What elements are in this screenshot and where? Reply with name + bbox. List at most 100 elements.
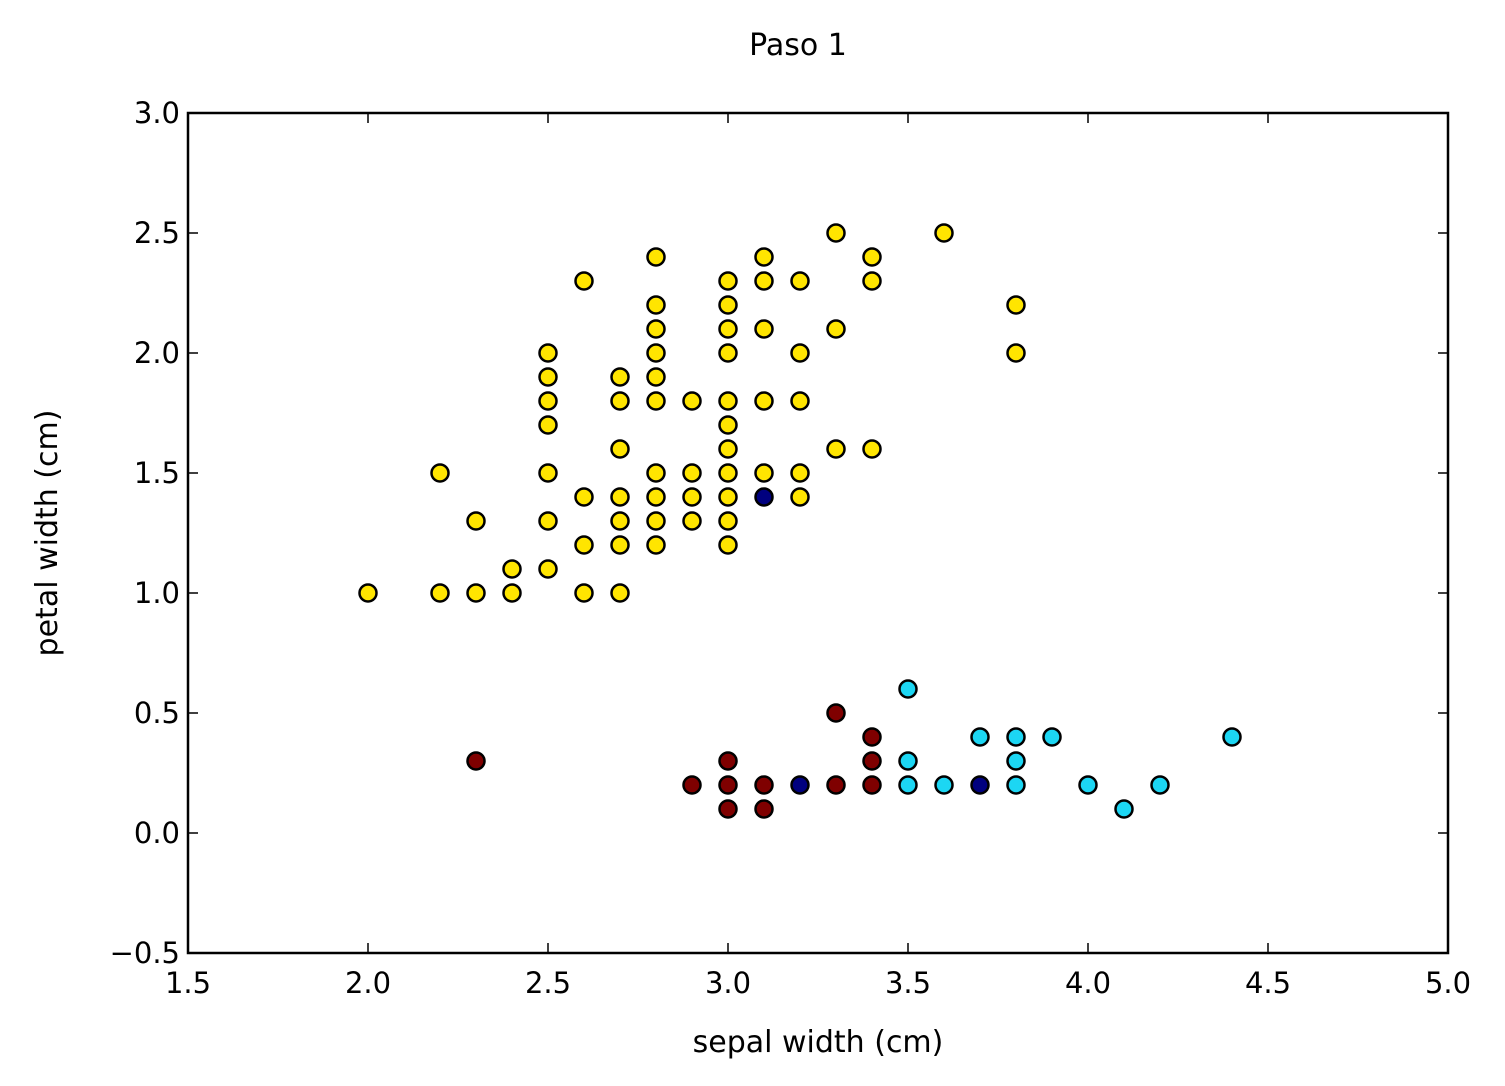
x-tick-label: 3.5: [885, 966, 931, 1000]
scatter-point-darkred: [826, 703, 846, 723]
scatter-point-yellow: [574, 271, 594, 291]
axis-ticks: 1.5 2.0 2.5 3.0 3.5 4.0 4.5 5.0 −0.5 0.0 0.5 1.0 1.5…: [110, 96, 1471, 1000]
scatter-point-yellow: [754, 463, 774, 483]
scatter-point-yellow: [1006, 295, 1026, 315]
scatter-point-yellow: [718, 271, 738, 291]
x-tick-label: 1.5: [165, 966, 211, 1000]
scatter-point-yellow: [610, 487, 630, 507]
scatter-point-yellow: [538, 343, 558, 363]
scatter-point-yellow: [754, 271, 774, 291]
scatter-point-navy: [754, 487, 774, 507]
scatter-point-yellow: [610, 583, 630, 603]
chart-title: Paso 1: [749, 28, 847, 63]
scatter-point-yellow: [718, 295, 738, 315]
scatter-point-yellow: [430, 463, 450, 483]
scatter-point-cyan: [1006, 775, 1026, 795]
scatter-point-yellow: [790, 487, 810, 507]
y-tick-label: 2.0: [134, 336, 180, 370]
scatter-point-yellow: [718, 343, 738, 363]
y-axis-label: petal width (cm): [30, 410, 65, 657]
scatter-point-cyan: [1114, 799, 1134, 819]
scatter-point-yellow: [358, 583, 378, 603]
scatter-point-yellow: [502, 583, 522, 603]
scatter-point-yellow: [610, 535, 630, 555]
scatter-point-yellow: [610, 439, 630, 459]
scatter-point-yellow: [718, 415, 738, 435]
scatter-point-cyan: [934, 775, 954, 795]
scatter-point-yellow: [718, 511, 738, 531]
scatter-point-yellow: [718, 535, 738, 555]
y-tick-label: 3.0: [134, 96, 180, 130]
scatter-point-yellow: [502, 559, 522, 579]
scatter-point-yellow: [538, 511, 558, 531]
y-tick-label: −0.5: [110, 936, 180, 970]
scatter-point-yellow: [610, 391, 630, 411]
y-tick-label: 1.0: [134, 576, 180, 610]
scatter-point-darkred: [826, 775, 846, 795]
x-tick-label: 4.0: [1065, 966, 1111, 1000]
scatter-point-yellow: [682, 511, 702, 531]
scatter-point-cyan: [1042, 727, 1062, 747]
scatter-point-darkred: [862, 751, 882, 771]
scatter-point-yellow: [538, 415, 558, 435]
scatter-point-yellow: [646, 391, 666, 411]
scatter-point-yellow: [538, 463, 558, 483]
scatter-point-cyan: [1222, 727, 1242, 747]
scatter-point-yellow: [574, 535, 594, 555]
scatter-point-yellow: [646, 511, 666, 531]
scatter-point-yellow: [826, 319, 846, 339]
scatter-point-yellow: [466, 583, 486, 603]
scatter-point-yellow: [574, 583, 594, 603]
scatter-point-cyan: [898, 679, 918, 699]
y-tick-label: 0.5: [134, 696, 180, 730]
y-tick-label: 1.5: [134, 456, 180, 490]
scatter-point-yellow: [538, 391, 558, 411]
y-tick-label: 0.0: [134, 816, 180, 850]
scatter-point-yellow: [646, 463, 666, 483]
scatter-point-darkred: [718, 799, 738, 819]
scatter-point-yellow: [646, 487, 666, 507]
data-points: [358, 223, 1242, 819]
scatter-point-yellow: [718, 319, 738, 339]
scatter-point-yellow: [646, 247, 666, 267]
scatter-point-yellow: [682, 391, 702, 411]
x-axis-label: sepal width (cm): [693, 1025, 944, 1060]
scatter-point-yellow: [754, 247, 774, 267]
scatter-point-yellow: [754, 319, 774, 339]
scatter-point-yellow: [718, 391, 738, 411]
scatter-point-cyan: [1150, 775, 1170, 795]
scatter-point-cyan: [970, 727, 990, 747]
scatter-point-yellow: [826, 439, 846, 459]
scatter-point-yellow: [862, 247, 882, 267]
scatter-point-yellow: [754, 391, 774, 411]
x-tick-label: 4.5: [1245, 966, 1291, 1000]
scatter-point-navy: [790, 775, 810, 795]
scatter-point-darkred: [682, 775, 702, 795]
scatter-point-yellow: [646, 367, 666, 387]
scatter-point-yellow: [538, 559, 558, 579]
scatter-point-cyan: [1078, 775, 1098, 795]
scatter-point-yellow: [862, 271, 882, 291]
scatter-point-yellow: [646, 295, 666, 315]
y-tick-label: 2.5: [134, 216, 180, 250]
x-tick-label: 5.0: [1425, 966, 1471, 1000]
scatter-point-yellow: [934, 223, 954, 243]
scatter-point-darkred: [754, 775, 774, 795]
scatter-point-yellow: [790, 391, 810, 411]
scatter-point-darkred: [754, 799, 774, 819]
scatter-point-darkred: [718, 751, 738, 771]
scatter-point-yellow: [430, 583, 450, 603]
scatter-point-yellow: [718, 463, 738, 483]
scatter-point-yellow: [610, 367, 630, 387]
scatter-point-yellow: [466, 511, 486, 531]
scatter-point-yellow: [682, 487, 702, 507]
scatter-point-darkred: [718, 775, 738, 795]
scatter-point-darkred: [466, 751, 486, 771]
scatter-point-yellow: [1006, 343, 1026, 363]
scatter-point-yellow: [826, 223, 846, 243]
scatter-point-yellow: [646, 343, 666, 363]
scatter-point-yellow: [790, 343, 810, 363]
x-tick-label: 3.0: [705, 966, 751, 1000]
